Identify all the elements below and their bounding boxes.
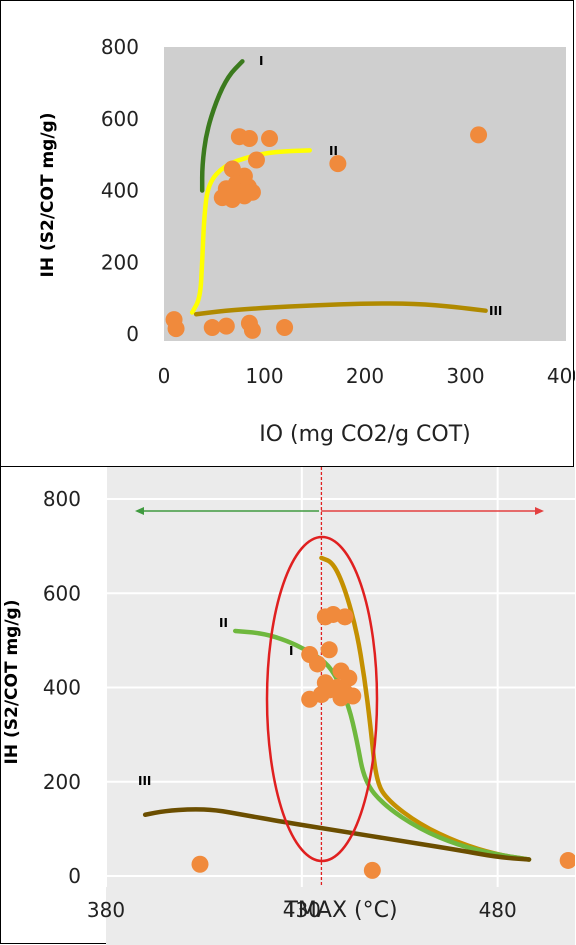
- curve-label-ii: II: [219, 616, 228, 630]
- y-tick-label: 0: [68, 864, 81, 888]
- x-tick-label: 0: [158, 364, 171, 388]
- y-tick-label: 0: [126, 322, 139, 346]
- data-point: [363, 861, 381, 879]
- data-point: [276, 319, 294, 337]
- data-point: [340, 669, 358, 687]
- io-ih-chart: 0 200 400 600 800 0 100 200 300 400 I II III IO …: [38, 35, 575, 447]
- curve-label-ii: II: [329, 144, 338, 158]
- curve-label-i: I: [289, 644, 293, 658]
- data-point: [336, 608, 354, 626]
- data-point: [309, 655, 326, 673]
- y-tick-label: 800: [43, 487, 81, 511]
- data-point: [167, 320, 185, 338]
- data-point: [235, 187, 253, 205]
- arrow-left-head: [135, 507, 144, 515]
- data-point: [261, 129, 279, 147]
- highlight-ellipse: [265, 535, 379, 863]
- curve-label-i: I: [259, 54, 263, 68]
- x-axis-label: IO (mg CO2/g COT): [259, 422, 471, 447]
- y-tick-label: 400: [43, 676, 81, 700]
- data-point: [203, 319, 221, 337]
- data-point: [217, 317, 235, 335]
- x-tick-label: 480: [479, 898, 517, 922]
- y-tick-label: 600: [43, 581, 81, 605]
- y-axis-label: IH (S2/COT mg/g): [2, 600, 22, 765]
- data-point: [191, 855, 209, 873]
- data-point: [240, 129, 258, 147]
- curve-i: [199, 59, 245, 193]
- x-tick-label: 400: [547, 364, 575, 388]
- tmax-ih-chart: 0 200 400 600 800 380 430 480 I II III TMAX (°…: [2, 467, 575, 945]
- x-tick-label: 100: [245, 364, 283, 388]
- data-point: [247, 151, 265, 169]
- x-tick-label: 300: [446, 364, 484, 388]
- x-axis-label: TMAX (°C): [283, 898, 397, 923]
- arrow-right-head: [535, 507, 544, 515]
- data-point: [559, 851, 575, 869]
- chart-panel-io: 0 200 400 600 800 0 100 200 300 400 I II III IO …: [0, 0, 575, 467]
- y-tick-label: 600: [101, 107, 139, 131]
- data-point: [320, 641, 338, 659]
- curve-ii: [233, 628, 532, 862]
- curve-label-iii: III: [489, 304, 502, 318]
- curve-iii: [193, 301, 488, 317]
- data-point: [344, 687, 362, 705]
- curve-label-iii: III: [138, 774, 151, 788]
- y-tick-label: 400: [101, 179, 139, 203]
- data-point: [243, 321, 261, 339]
- x-tick-label: 430: [283, 898, 321, 922]
- y-tick-label: 200: [43, 770, 81, 794]
- x-tick-label: 380: [87, 898, 125, 922]
- y-tick-label: 800: [101, 35, 139, 59]
- curve-iii: [142, 807, 532, 862]
- data-point: [329, 155, 347, 173]
- y-axis-label: IH (S2/COT mg/g): [38, 113, 58, 278]
- y-tick-label: 200: [101, 250, 139, 274]
- data-point: [320, 681, 338, 699]
- chart-panel-tmax: 0 200 400 600 800 380 430 480 I II III TMAX (°…: [0, 466, 575, 945]
- data-point: [470, 126, 488, 144]
- x-tick-label: 200: [346, 364, 384, 388]
